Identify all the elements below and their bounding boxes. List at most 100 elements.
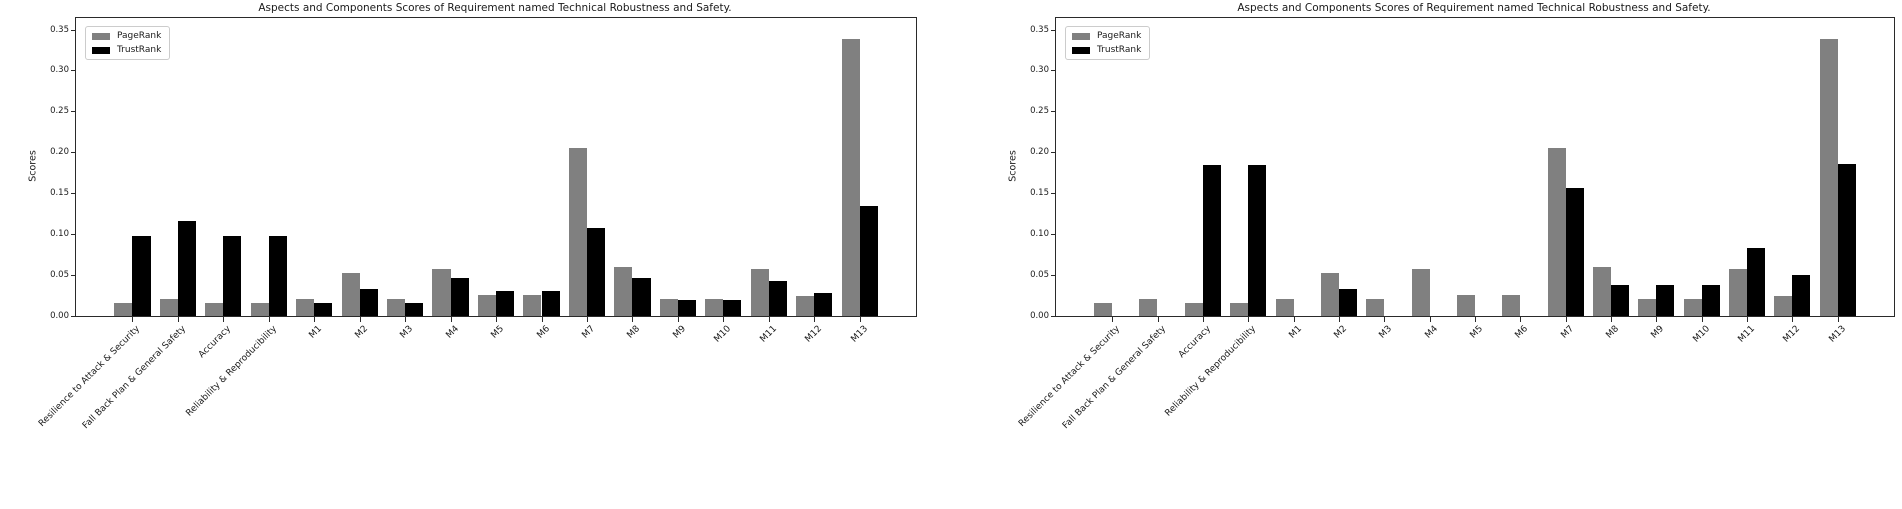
- bar-pagerank-m7: [1547, 148, 1566, 316]
- bar-pagerank-m13: [1819, 38, 1838, 316]
- x-tick: [859, 317, 861, 322]
- plot-area: PageRank TrustRank 0.00 0.05 0.10 0.15 0.20 0…: [37, 17, 917, 431]
- bar-pagerank-m11: [1728, 269, 1747, 316]
- x-tick: [1475, 317, 1476, 322]
- x-tick: [1384, 317, 1386, 322]
- x-tick: [223, 317, 225, 322]
- legend-label-pagerank: PageRank: [1097, 31, 1142, 41]
- figure-canvas: { "figure": { "width": 1902, "height": 4…: [0, 0, 1902, 457]
- bar-trustrank-m2: [359, 289, 378, 316]
- y-tick: [1051, 111, 1056, 113]
- x-tick: [677, 317, 679, 322]
- y-tick: [71, 111, 76, 113]
- bar-pagerank-m9: [659, 298, 678, 316]
- bar-trustrank-m2: [1339, 289, 1358, 316]
- chart-right: Aspects and Components Scores of Require…: [951, 0, 1902, 457]
- legend-swatch-trustrank: [1072, 46, 1090, 54]
- x-tick: [1339, 317, 1340, 322]
- y-tick: [71, 275, 76, 277]
- bar-trustrank-m8: [1611, 284, 1630, 316]
- y-axis-label: Scores: [27, 150, 39, 182]
- y-tick-label: 0.10: [50, 229, 69, 240]
- bar-pagerank-m1: [296, 298, 315, 316]
- x-tick: [314, 317, 316, 322]
- y-tick-label: 0.35: [1030, 24, 1049, 35]
- bar-trustrank-accuracy: [223, 235, 242, 316]
- x-tick: [450, 317, 452, 322]
- y-tick: [71, 234, 76, 236]
- y-tick-label: 0.05: [50, 270, 69, 281]
- bar-pagerank-accuracy: [205, 302, 224, 316]
- bar-pagerank-m10: [1683, 298, 1702, 316]
- x-tick: [1112, 317, 1114, 322]
- y-tick: [71, 316, 76, 317]
- x-tick: [1611, 317, 1612, 322]
- bar-pagerank-m3: [386, 298, 406, 316]
- x-tick: [1837, 317, 1839, 322]
- bar-pagerank-resilience-to-attack-security: [1094, 302, 1113, 316]
- bar-pagerank-m12: [796, 296, 815, 316]
- bar-pagerank-fall-back-plan-general-safety: [1139, 298, 1158, 316]
- chart-title: Aspects and Components Scores of Require…: [258, 2, 732, 14]
- x-tick: [1429, 317, 1431, 322]
- y-tick-label: 0.25: [1030, 106, 1049, 117]
- bar-pagerank-m5: [1456, 294, 1475, 316]
- bar-pagerank-m1: [1275, 298, 1294, 316]
- bar-trustrank-resilience-to-attack-security: [132, 235, 151, 316]
- bar-trustrank-m3: [405, 302, 424, 316]
- y-tick: [1051, 70, 1056, 72]
- x-tick: [1656, 317, 1658, 322]
- bar-pagerank-m2: [1320, 272, 1339, 316]
- legend-label-trustrank: TrustRank: [1097, 45, 1142, 55]
- y-tick: [71, 152, 76, 154]
- bar-trustrank-m8: [632, 277, 651, 316]
- y-tick-label: 0.10: [1030, 229, 1049, 240]
- bar-pagerank-m4: [432, 269, 451, 316]
- x-tick: [541, 317, 543, 322]
- y-tick-label: 0.30: [50, 65, 69, 76]
- y-tick-label: 0.00: [1030, 311, 1049, 321]
- x-tick: [359, 317, 361, 322]
- y-tick: [1051, 29, 1056, 31]
- x-tick: [1248, 317, 1250, 322]
- y-tick: [1051, 275, 1056, 277]
- bar-pagerank-reliability-reproducibility: [250, 302, 269, 316]
- bar-pagerank-m5: [477, 294, 496, 316]
- chart-left: Aspects and Components Scores of Require…: [0, 0, 951, 457]
- bar-pagerank-m7: [568, 148, 587, 316]
- bar-pagerank-m6: [523, 294, 542, 316]
- y-tick: [1051, 234, 1056, 236]
- bar-pagerank-resilience-to-attack-security: [114, 302, 133, 316]
- bar-trustrank-m7: [586, 228, 606, 316]
- legend-swatch-trustrank: [92, 46, 110, 54]
- x-tick: [1701, 317, 1703, 322]
- bar-pagerank-reliability-reproducibility: [1230, 302, 1249, 316]
- legend-entry-pagerank: PageRank: [92, 31, 161, 41]
- y-tick: [1051, 152, 1056, 154]
- bar-pagerank-m11: [750, 269, 769, 316]
- bar-pagerank-m10: [705, 298, 724, 316]
- bar-trustrank-m6: [541, 290, 560, 316]
- bar-trustrank-m7: [1565, 187, 1584, 316]
- bar-trustrank-m11: [768, 280, 787, 316]
- y-tick-label: 0.00: [50, 311, 69, 321]
- bar-pagerank-accuracy: [1184, 302, 1203, 316]
- bar-pagerank-fall-back-plan-general-safety: [159, 298, 178, 316]
- y-tick: [71, 193, 76, 195]
- bar-pagerank-m6: [1502, 294, 1521, 316]
- x-tick: [1157, 317, 1159, 322]
- bar-pagerank-m8: [614, 266, 633, 316]
- bar-pagerank-m4: [1411, 269, 1430, 316]
- y-tick: [1051, 316, 1056, 317]
- bar-trustrank-m12: [1792, 275, 1811, 316]
- bar-trustrank-m10: [1701, 284, 1720, 316]
- legend-entry-trustrank: TrustRank: [1072, 45, 1141, 55]
- bar-trustrank-m5: [496, 290, 515, 316]
- x-tick: [586, 317, 588, 322]
- legend-entry-pagerank: PageRank: [1072, 31, 1141, 41]
- bar-pagerank-m8: [1592, 266, 1611, 316]
- y-tick-label: 0.25: [50, 106, 69, 117]
- bar-trustrank-m9: [1656, 284, 1675, 316]
- y-tick-label: 0.15: [50, 188, 69, 199]
- bar-trustrank-m12: [814, 293, 833, 316]
